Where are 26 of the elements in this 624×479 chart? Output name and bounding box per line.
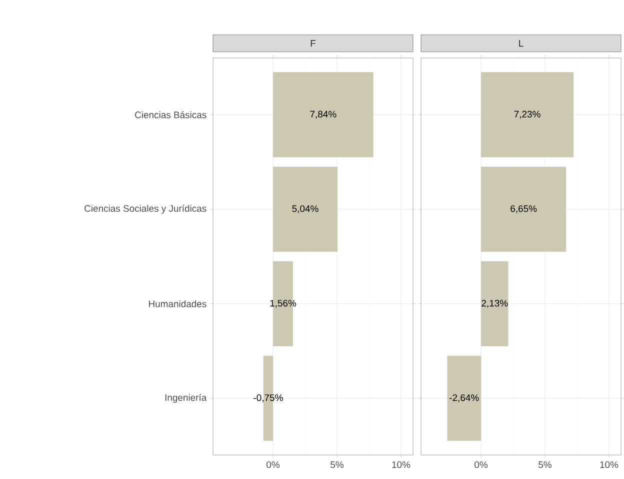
- bar: [447, 356, 482, 441]
- y-tick-label: Ciencias Sociales y Jurídicas: [84, 204, 206, 214]
- x-tick-label: 0%: [474, 461, 488, 468]
- x-tick-label: 10%: [600, 461, 618, 468]
- chart-title: L: [519, 40, 524, 47]
- bar: [481, 72, 574, 158]
- data-label: 7,23%: [514, 110, 540, 119]
- bar: [481, 166, 566, 252]
- data-label: -2,64%: [450, 394, 479, 402]
- bar: [481, 261, 508, 346]
- x-tick-label: 5%: [538, 461, 552, 468]
- data-label: 5,04%: [292, 205, 318, 214]
- data-label: 7,84%: [310, 110, 336, 119]
- data-label: 2,13%: [482, 300, 508, 308]
- y-tick-label: Ciencias Básicas: [135, 111, 206, 118]
- x-tick-label: 10%: [392, 461, 410, 468]
- bar: [273, 72, 374, 158]
- chart-title: F: [310, 40, 316, 47]
- data-label: -0,75%: [254, 394, 283, 402]
- data-label: 6,65%: [510, 205, 537, 214]
- y-tick-label: Humanidades: [149, 300, 206, 308]
- bar: [273, 166, 338, 252]
- x-tick-label: 0%: [266, 461, 280, 468]
- data-label: 1,56%: [270, 300, 296, 308]
- x-tick-label: 5%: [330, 461, 344, 468]
- y-tick-label: Ingeniería: [165, 394, 207, 403]
